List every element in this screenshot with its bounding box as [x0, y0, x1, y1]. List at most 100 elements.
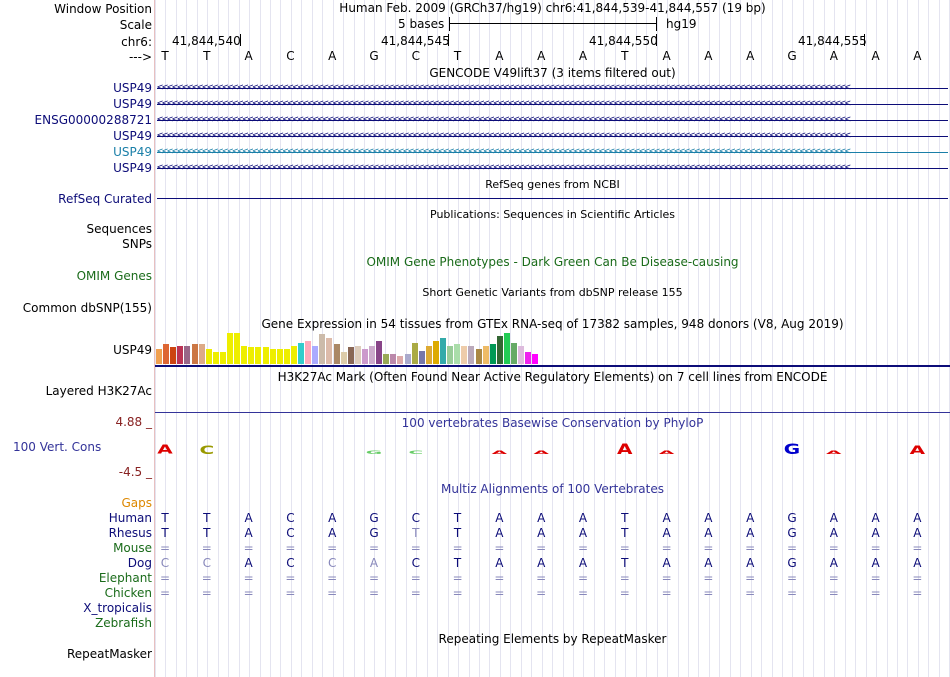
- gtex-tissue-bar[interactable]: [482, 346, 489, 364]
- gencode-strand-arrows[interactable]: <<<<<<<<<<<<<<<<<<<<<<<<<<<<<<<<<<<<<<<<…: [157, 114, 851, 125]
- gencode-strand-arrows[interactable]: <<<<<<<<<<<<<<<<<<<<<<<<<<<<<<<<<<<<<<<<…: [157, 162, 851, 173]
- gtex-tissue-bar[interactable]: [340, 352, 347, 364]
- gtex-tissue-bar[interactable]: [305, 341, 312, 364]
- species-label[interactable]: Zebrafish: [95, 616, 152, 630]
- gtex-tissue-bar[interactable]: [156, 349, 162, 364]
- gencode-gene-line[interactable]: [157, 88, 948, 89]
- gtex-tissue-bar[interactable]: [475, 349, 482, 364]
- gencode-title: GENCODE V49lift37 (3 items filtered out): [429, 66, 676, 80]
- gtex-tissue-bar[interactable]: [191, 344, 198, 364]
- grid-line: [353, 0, 355, 677]
- gtex-tissue-bar[interactable]: [298, 343, 304, 364]
- gtex-tissue-bar[interactable]: [440, 338, 446, 364]
- species-label[interactable]: Elephant: [98, 571, 152, 585]
- gtex-tissue-bar[interactable]: [376, 341, 383, 364]
- gaps-label[interactable]: Gaps: [121, 496, 152, 510]
- gtex-tissue-bar[interactable]: [404, 354, 411, 364]
- gtex-tissue-bar[interactable]: [262, 347, 269, 364]
- refseq-label[interactable]: RefSeq Curated: [58, 192, 152, 206]
- gtex-tissue-bar[interactable]: [177, 346, 184, 364]
- gtex-tissue-bar[interactable]: [212, 352, 219, 364]
- gtex-tissue-bar[interactable]: [283, 349, 290, 364]
- gencode-strand-arrows[interactable]: <<<<<<<<<<<<<<<<<<<<<<<<<<<<<<<<<<<<<<<<…: [157, 82, 851, 93]
- gencode-label[interactable]: USP49: [113, 161, 152, 175]
- species-label[interactable]: Mouse: [113, 541, 152, 555]
- gtex-tissue-bar[interactable]: [312, 346, 319, 364]
- omim-label[interactable]: OMIM Genes: [76, 269, 152, 283]
- gtex-tissue-bar[interactable]: [496, 336, 503, 364]
- species-label[interactable]: X_tropicalis: [83, 601, 152, 615]
- gtex-tissue-bar[interactable]: [369, 346, 375, 364]
- phylop-label[interactable]: 100 Vert. Cons: [13, 440, 102, 454]
- gtex-tissue-bar[interactable]: [489, 344, 496, 364]
- gtex-tissue-bar[interactable]: [248, 347, 255, 364]
- gtex-tissue-bar[interactable]: [205, 349, 212, 364]
- publications-label[interactable]: Sequences: [86, 222, 152, 236]
- gtex-tissue-bar[interactable]: [290, 346, 297, 364]
- gtex-tissue-bar[interactable]: [503, 333, 510, 364]
- species-label[interactable]: Rhesus: [108, 526, 152, 540]
- scale-bar-left: [449, 17, 450, 31]
- gencode-gene-line[interactable]: [157, 152, 948, 153]
- alignment-base: =: [870, 571, 881, 585]
- gtex-tissue-bar[interactable]: [354, 346, 361, 364]
- gtex-tissue-bar[interactable]: [227, 333, 233, 364]
- gencode-gene-line[interactable]: [157, 120, 948, 121]
- grid-line: [249, 0, 251, 677]
- gtex-tissue-bar[interactable]: [397, 356, 404, 364]
- dbsnp-label[interactable]: Common dbSNP(155): [22, 301, 152, 315]
- gtex-tissue-bar[interactable]: [241, 346, 248, 364]
- gtex-tissue-bar[interactable]: [432, 341, 439, 364]
- gtex-tissue-bar[interactable]: [411, 343, 418, 364]
- gencode-label[interactable]: USP49: [113, 129, 152, 143]
- gencode-gene-line[interactable]: [157, 168, 948, 169]
- gencode-label[interactable]: USP49: [113, 145, 152, 159]
- gtex-tissue-bar[interactable]: [347, 347, 354, 364]
- gtex-tissue-bar[interactable]: [255, 347, 262, 364]
- refseq-gene-line[interactable]: [157, 198, 948, 199]
- gtex-tissue-bar[interactable]: [184, 346, 191, 364]
- species-label[interactable]: Dog: [127, 556, 152, 570]
- gtex-tissue-bar[interactable]: [461, 346, 468, 364]
- gencode-label[interactable]: USP49: [113, 81, 152, 95]
- gtex-tissue-bar[interactable]: [361, 349, 368, 364]
- alignment-base: =: [577, 541, 589, 555]
- repeatmasker-label[interactable]: RepeatMasker: [66, 647, 152, 661]
- gtex-tissue-bar[interactable]: [234, 333, 241, 364]
- gtex-tissue-bar[interactable]: [511, 343, 517, 364]
- gtex-tissue-bar[interactable]: [418, 351, 425, 364]
- gtex-tissue-bar[interactable]: [525, 352, 532, 364]
- gtex-tissue-bar[interactable]: [383, 354, 390, 364]
- gtex-tissue-bar[interactable]: [219, 352, 226, 364]
- gtex-tissue-bar[interactable]: [468, 346, 475, 364]
- gencode-strand-arrows[interactable]: <<<<<<<<<<<<<<<<<<<<<<<<<<<<<<<<<<<<<<<<…: [157, 98, 851, 109]
- species-label[interactable]: Human: [108, 511, 152, 525]
- gtex-tissue-bar[interactable]: [319, 334, 326, 364]
- gtex-tissue-bar[interactable]: [269, 349, 276, 364]
- snps-label[interactable]: SNPs: [122, 237, 152, 251]
- gencode-gene-line[interactable]: [157, 104, 948, 105]
- gtex-tissue-bar[interactable]: [198, 344, 205, 364]
- gtex-tissue-bar[interactable]: [447, 346, 454, 364]
- species-label[interactable]: Chicken: [104, 586, 152, 600]
- position-tick-1: [240, 34, 241, 46]
- gencode-label[interactable]: ENSG00000288721: [34, 113, 152, 127]
- gtex-tissue-bar[interactable]: [333, 344, 340, 364]
- gencode-label[interactable]: USP49: [113, 97, 152, 111]
- conservation-letter: A: [617, 440, 633, 458]
- gtex-tissue-bar[interactable]: [163, 344, 170, 364]
- grid-line: [834, 0, 836, 677]
- gtex-tissue-bar[interactable]: [425, 346, 432, 364]
- gencode-gene-line[interactable]: [157, 136, 948, 137]
- gencode-strand-arrows[interactable]: <<<<<<<<<<<<<<<<<<<<<<<<<<<<<<<<<<<<<<<<…: [157, 130, 851, 141]
- gtex-tissue-bar[interactable]: [276, 349, 283, 364]
- h3k27ac-label[interactable]: Layered H3K27Ac: [45, 384, 152, 398]
- gencode-strand-arrows[interactable]: <<<<<<<<<<<<<<<<<<<<<<<<<<<<<<<<<<<<<<<<…: [157, 146, 851, 157]
- gtex-tissue-bar[interactable]: [532, 354, 539, 364]
- gtex-tissue-bar[interactable]: [390, 354, 397, 364]
- gtex-tissue-bar[interactable]: [170, 347, 177, 364]
- gtex-tissue-bar[interactable]: [518, 346, 525, 364]
- gtex-tissue-bar[interactable]: [454, 344, 461, 364]
- gtex-label[interactable]: USP49: [113, 343, 152, 357]
- gtex-tissue-bar[interactable]: [326, 338, 333, 364]
